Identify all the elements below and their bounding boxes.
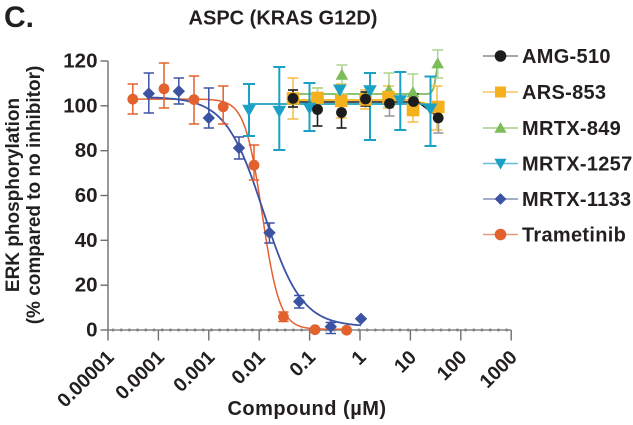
svg-text:1000: 1000: [475, 346, 521, 392]
svg-text:80: 80: [75, 139, 98, 162]
svg-text:Compound (µM): Compound (µM): [227, 398, 386, 420]
svg-text:(% compared to no inhibitor): (% compared to no inhibitor): [24, 66, 45, 325]
svg-text:0.001: 0.001: [169, 346, 219, 396]
svg-text:10: 10: [390, 346, 421, 377]
svg-text:MRTX-1257: MRTX-1257: [522, 153, 633, 175]
svg-text:0.00001: 0.00001: [53, 346, 119, 412]
svg-text:AMG-510: AMG-510: [522, 46, 611, 68]
svg-text:ERK phosphorylation: ERK phosphorylation: [3, 98, 24, 292]
svg-text:100: 100: [63, 94, 97, 117]
svg-text:ASPC (KRAS G12D): ASPC (KRAS G12D): [189, 8, 378, 30]
svg-text:20: 20: [75, 274, 98, 297]
svg-text:ARS-853: ARS-853: [522, 82, 606, 104]
svg-text:0: 0: [86, 319, 97, 342]
svg-text:0.01: 0.01: [227, 346, 270, 389]
svg-text:MRTX-849: MRTX-849: [522, 118, 621, 140]
svg-text:100: 100: [433, 346, 472, 385]
svg-text:0.1: 0.1: [285, 346, 320, 381]
svg-text:120: 120: [63, 50, 97, 73]
svg-text:Trametinib: Trametinib: [522, 224, 626, 246]
svg-text:MRTX-1133: MRTX-1133: [522, 189, 631, 211]
svg-text:60: 60: [75, 184, 98, 207]
svg-text:0.0001: 0.0001: [111, 346, 169, 404]
svg-text:C.: C.: [4, 1, 34, 34]
svg-text:40: 40: [75, 229, 98, 252]
svg-text:1: 1: [347, 346, 370, 369]
